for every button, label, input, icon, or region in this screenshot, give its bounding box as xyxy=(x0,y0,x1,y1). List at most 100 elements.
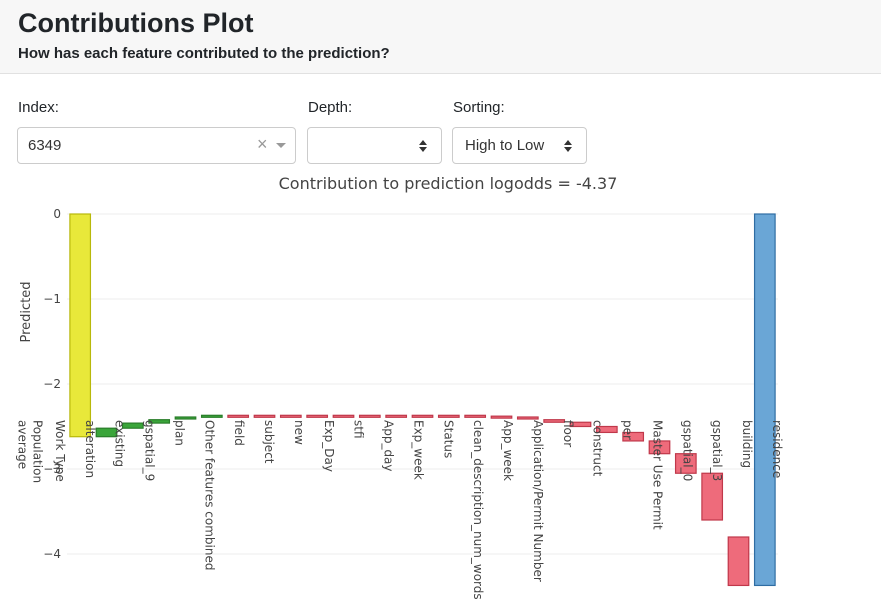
bar-base[interactable] xyxy=(69,213,92,438)
y-axis-label: Predicted xyxy=(19,281,34,342)
bar-neg[interactable] xyxy=(648,440,671,455)
x-tick-label: Work Type xyxy=(53,420,67,482)
x-tick-text: plan xyxy=(172,420,186,446)
bars[interactable] xyxy=(69,213,776,587)
x-tick-text: subject xyxy=(262,420,276,464)
grid-lines xyxy=(67,213,778,555)
index-label: Index: xyxy=(18,99,59,116)
x-tick-label: plan xyxy=(172,420,186,446)
bar-neg[interactable] xyxy=(622,431,645,442)
x-axis-ticks: average Population Work Type alteration exis… xyxy=(16,420,785,600)
x-tick-text: Master Use Permit xyxy=(651,420,665,530)
x-tick-label: App_week xyxy=(501,420,515,481)
x-tick-text: Application/Permit Number xyxy=(531,420,545,582)
x-tick-label: construct xyxy=(591,420,605,477)
x-tick-text: Exp_week xyxy=(411,420,425,480)
x-tick-label: Application/Permit Number xyxy=(531,420,545,582)
x-tick-text: average xyxy=(16,420,30,469)
x-tick-label: clean_description_num_words xyxy=(471,420,485,600)
bar-neg[interactable] xyxy=(595,425,618,434)
x-tick-label: average Population xyxy=(16,420,45,483)
index-value: 6349 xyxy=(28,137,62,154)
x-tick-label: alteration xyxy=(83,420,97,478)
bar-neg[interactable] xyxy=(674,453,697,474)
bar-neg[interactable] xyxy=(385,414,408,418)
x-tick-label: App_day xyxy=(382,420,396,472)
x-tick-label: subject xyxy=(262,420,276,464)
bar-neg[interactable] xyxy=(569,421,592,428)
bar-neg[interactable] xyxy=(358,414,381,418)
bar-pos[interactable] xyxy=(148,419,171,424)
contributions-chart: Contribution to prediction logodds = -4.… xyxy=(16,174,785,600)
x-tick-text: construct xyxy=(591,420,605,477)
bar-neg[interactable] xyxy=(227,414,250,418)
y-tick-label: −3 xyxy=(43,462,61,476)
x-tick-text: Exp_Day xyxy=(322,420,336,472)
x-tick-label: Exp_week xyxy=(411,420,425,480)
x-tick-text: existing xyxy=(113,420,127,467)
y-tick-label: 0 xyxy=(53,207,61,221)
bar-pos[interactable] xyxy=(95,427,118,438)
bar-pos[interactable] xyxy=(121,422,144,429)
x-tick-label: new xyxy=(292,420,306,445)
x-tick-text: per xyxy=(621,420,635,440)
sorting-select[interactable]: High to Low xyxy=(452,127,587,164)
x-tick-label: existing xyxy=(113,420,127,467)
bar-neg[interactable] xyxy=(306,414,329,418)
x-tick-label: per xyxy=(621,420,635,440)
x-tick-text: clean_description_num_words xyxy=(471,420,485,600)
x-tick-label: Status xyxy=(441,420,455,458)
depth-label: Depth: xyxy=(308,99,353,116)
clear-icon[interactable]: × xyxy=(257,134,268,154)
x-tick-text: residence xyxy=(770,420,784,478)
page-subtitle: How has each feature contributed to the … xyxy=(18,45,390,62)
bar-neg[interactable] xyxy=(543,419,566,423)
x-tick-text: alteration xyxy=(83,420,97,478)
x-tick-text: new xyxy=(292,420,306,445)
bar-pos[interactable] xyxy=(200,414,223,418)
sorting-label: Sorting: xyxy=(453,99,505,116)
bar-neg[interactable] xyxy=(727,536,750,587)
y-tick-label: −2 xyxy=(43,377,61,391)
x-tick-label: gspatial_9 xyxy=(143,420,157,481)
page-title: Contributions Plot xyxy=(18,8,254,38)
x-tick-label: stfi xyxy=(352,420,366,439)
bar-total[interactable] xyxy=(753,213,776,587)
x-tick-text: field xyxy=(232,420,246,446)
x-tick-text: Population xyxy=(31,420,45,483)
x-tick-label: field xyxy=(232,420,246,446)
y-tick-label: −1 xyxy=(43,292,61,306)
depth-select[interactable] xyxy=(307,127,442,164)
select-arrows-icon xyxy=(419,140,429,153)
x-tick-text: App_day xyxy=(382,420,396,472)
bar-neg[interactable] xyxy=(253,414,276,418)
bar-neg[interactable] xyxy=(490,415,513,419)
bar-neg[interactable] xyxy=(516,416,539,420)
x-tick-text: gspatial_3 xyxy=(710,420,724,481)
card-header: Contributions Plot How has each feature … xyxy=(0,0,881,74)
bar-pos[interactable] xyxy=(174,416,197,420)
bar-neg[interactable] xyxy=(437,414,460,418)
bar-neg[interactable] xyxy=(411,414,434,418)
y-tick-label: −4 xyxy=(43,547,61,561)
x-tick-label: building xyxy=(740,420,754,468)
x-tick-label: Exp_Day xyxy=(322,420,336,472)
x-tick-label: gspatial_0 xyxy=(680,420,694,481)
bar-neg[interactable] xyxy=(279,414,302,418)
x-tick-text: gspatial_9 xyxy=(143,420,157,481)
bar-neg[interactable] xyxy=(464,414,487,418)
x-tick-text: stfi xyxy=(352,420,366,439)
y-axis-ticks: 0 −1 −2 −3 −4 xyxy=(43,207,61,561)
bar-neg[interactable] xyxy=(701,472,724,521)
x-tick-label: residence xyxy=(770,420,784,478)
bar-neg[interactable] xyxy=(332,414,355,418)
x-tick-text: floor xyxy=(561,420,575,447)
x-tick-label: Other features combined xyxy=(202,420,216,570)
chevron-down-icon[interactable] xyxy=(276,143,286,148)
x-tick-text: Status xyxy=(441,420,455,458)
sorting-value: High to Low xyxy=(465,137,545,154)
index-dropdown[interactable]: 6349 × xyxy=(17,127,296,164)
x-tick-label: gspatial_3 xyxy=(710,420,724,481)
x-tick-text: building xyxy=(740,420,754,468)
x-tick-label: Master Use Permit xyxy=(651,420,665,530)
